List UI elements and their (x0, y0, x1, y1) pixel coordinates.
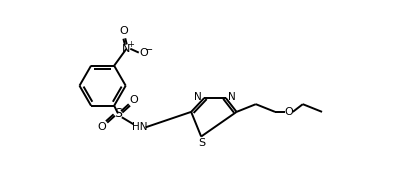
Text: O: O (97, 122, 106, 132)
Text: O: O (130, 95, 139, 105)
Text: N: N (122, 44, 131, 54)
Text: O: O (120, 26, 128, 36)
Text: O: O (139, 48, 148, 58)
Text: S: S (198, 138, 206, 148)
Text: S: S (114, 107, 122, 120)
Text: +: + (127, 40, 134, 49)
Text: −: − (145, 45, 153, 55)
Text: HN: HN (132, 122, 147, 132)
Text: N: N (228, 92, 236, 102)
Text: O: O (284, 107, 293, 117)
Text: N: N (194, 92, 202, 102)
